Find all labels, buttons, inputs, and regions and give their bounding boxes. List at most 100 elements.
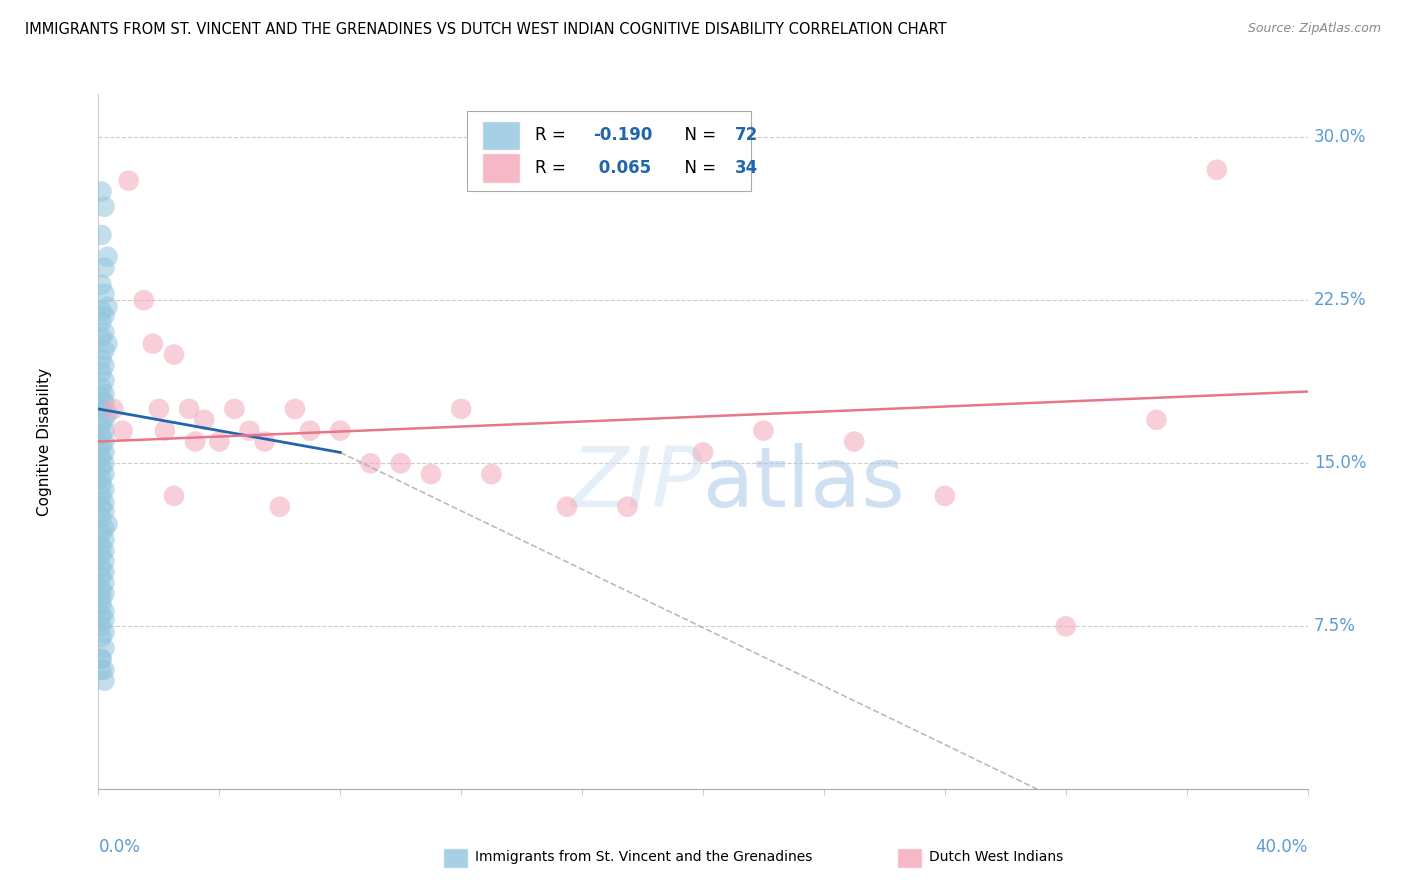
- Point: [90, 548, 112, 562]
- Point: [93, 483, 115, 497]
- Point: [90, 489, 112, 503]
- Point: [93, 467, 115, 482]
- Point: [239, 424, 262, 438]
- Text: 15.0%: 15.0%: [1313, 454, 1367, 472]
- Point: [450, 401, 472, 416]
- Point: [1144, 413, 1167, 427]
- Text: 7.5%: 7.5%: [1313, 617, 1355, 635]
- Text: Source: ZipAtlas.com: Source: ZipAtlas.com: [1247, 22, 1381, 36]
- Point: [118, 173, 141, 187]
- Point: [208, 434, 231, 449]
- Point: [93, 543, 115, 558]
- Point: [96, 406, 118, 420]
- Point: [752, 424, 775, 438]
- Point: [90, 401, 112, 416]
- Text: 30.0%: 30.0%: [1313, 128, 1367, 146]
- Point: [616, 500, 638, 514]
- Text: atlas: atlas: [703, 442, 904, 524]
- Point: [1206, 162, 1229, 177]
- Point: [163, 489, 186, 503]
- Point: [90, 582, 112, 597]
- Point: [481, 467, 503, 482]
- Point: [90, 277, 112, 292]
- Text: 0.0%: 0.0%: [98, 838, 141, 856]
- Point: [420, 467, 443, 482]
- Point: [93, 613, 115, 627]
- Point: [93, 521, 115, 535]
- Point: [360, 456, 382, 470]
- Point: [269, 500, 291, 514]
- Point: [90, 304, 112, 318]
- Point: [90, 227, 112, 242]
- Point: [93, 413, 115, 427]
- Point: [93, 200, 115, 214]
- Point: [90, 619, 112, 633]
- Text: ZIP: ZIP: [571, 442, 703, 524]
- Point: [90, 471, 112, 485]
- Text: R =: R =: [534, 159, 571, 178]
- Text: -0.190: -0.190: [593, 127, 652, 145]
- Point: [93, 343, 115, 358]
- Point: [93, 495, 115, 509]
- Point: [299, 424, 322, 438]
- Bar: [482, 153, 520, 183]
- Text: IMMIGRANTS FROM ST. VINCENT AND THE GRENADINES VS DUTCH WEST INDIAN COGNITIVE DI: IMMIGRANTS FROM ST. VINCENT AND THE GREN…: [25, 22, 946, 37]
- Point: [90, 560, 112, 574]
- Text: Cognitive Disability: Cognitive Disability: [37, 368, 52, 516]
- Point: [93, 673, 115, 688]
- Point: [93, 386, 115, 401]
- Point: [93, 286, 115, 301]
- Point: [90, 510, 112, 524]
- Point: [90, 608, 112, 623]
- Point: [142, 336, 165, 351]
- Text: 0.065: 0.065: [593, 159, 651, 178]
- Point: [90, 591, 112, 606]
- Text: R =: R =: [534, 127, 571, 145]
- Point: [93, 565, 115, 579]
- Point: [111, 424, 134, 438]
- FancyBboxPatch shape: [467, 111, 751, 191]
- Point: [555, 500, 578, 514]
- Point: [253, 434, 276, 449]
- Point: [103, 401, 125, 416]
- Point: [90, 450, 112, 464]
- Point: [90, 652, 112, 666]
- Point: [90, 315, 112, 329]
- Point: [90, 460, 112, 475]
- Point: [90, 439, 112, 453]
- Point: [93, 309, 115, 323]
- Point: [184, 434, 207, 449]
- Point: [329, 424, 352, 438]
- Point: [90, 525, 112, 540]
- Point: [93, 533, 115, 547]
- Point: [90, 428, 112, 442]
- Point: [93, 575, 115, 590]
- Text: N =: N =: [673, 159, 721, 178]
- Point: [90, 417, 112, 432]
- Point: [93, 456, 115, 470]
- Point: [90, 652, 112, 666]
- Point: [96, 517, 118, 532]
- Point: [163, 347, 186, 362]
- Point: [179, 401, 201, 416]
- Point: [90, 630, 112, 644]
- Point: [90, 500, 112, 514]
- Point: [96, 300, 118, 314]
- Point: [90, 569, 112, 583]
- Point: [90, 365, 112, 379]
- Text: Dutch West Indians: Dutch West Indians: [929, 850, 1063, 864]
- Point: [93, 359, 115, 373]
- Point: [132, 293, 155, 308]
- Point: [153, 424, 176, 438]
- Point: [93, 374, 115, 388]
- Point: [93, 604, 115, 618]
- Point: [96, 336, 118, 351]
- Point: [93, 424, 115, 438]
- Point: [93, 587, 115, 601]
- Text: N =: N =: [673, 127, 721, 145]
- Point: [224, 401, 246, 416]
- Point: [692, 445, 714, 459]
- Point: [93, 554, 115, 568]
- Point: [90, 351, 112, 366]
- Point: [93, 663, 115, 677]
